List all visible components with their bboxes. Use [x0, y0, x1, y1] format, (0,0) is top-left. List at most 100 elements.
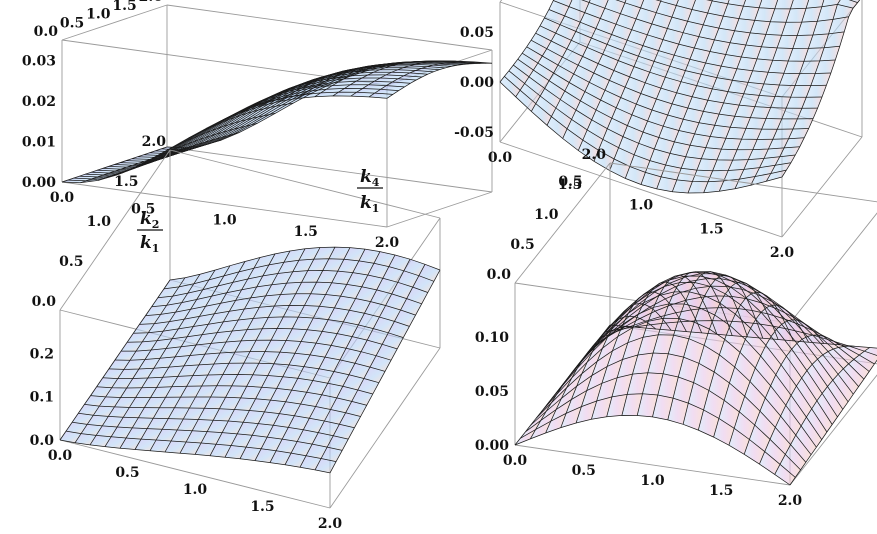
surface-patch: [126, 427, 148, 440]
surface-patch: [148, 321, 170, 333]
surface-patch: [614, 147, 635, 167]
surface-patch: [660, 77, 681, 93]
surface-patch: [321, 447, 343, 462]
surface-patch: [111, 378, 133, 388]
surface-patch: [649, 149, 670, 165]
surface-patch: [535, 25, 556, 41]
surface-patch: [678, 304, 700, 323]
mesh-line: [535, 32, 818, 109]
surface-patch: [144, 397, 166, 408]
surface-patch: [331, 333, 353, 349]
surface-patch: [297, 429, 319, 445]
surface-patch: [374, 78, 399, 82]
surface-patch: [186, 375, 208, 387]
surface-patch: [515, 429, 536, 445]
surface-patch: [269, 103, 294, 115]
surface-patch: [673, 377, 694, 404]
surface-patch: [216, 121, 241, 134]
surface-patch: [376, 278, 398, 294]
y-tick-label: 1.0: [87, 214, 112, 230]
surface-patch: [768, 138, 789, 149]
x-tick-label: 1.0: [183, 482, 208, 498]
surface-patch: [637, 334, 659, 355]
surface-patch: [719, 339, 740, 367]
surface-patch: [658, 39, 679, 56]
surface-patch: [513, 59, 534, 77]
surface-patch: [678, 32, 699, 48]
surface-patch: [637, 393, 658, 417]
surface-patch: [262, 316, 284, 329]
y-tick-label: 0.5: [510, 237, 534, 253]
surface-patch: [270, 388, 292, 402]
surface-patch: [656, 88, 677, 104]
surface-patch: [228, 351, 250, 364]
surface-patch: [537, 56, 558, 73]
surface-patch: [370, 289, 392, 306]
surface-patch: [833, 4, 854, 20]
surface-patch: [60, 431, 82, 443]
surface-patch: [754, 411, 776, 440]
surface-patch: [147, 418, 169, 430]
surface-patch: [698, 409, 719, 438]
mesh-line: [655, 0, 849, 23]
y-tick-label: 0.0: [32, 294, 57, 310]
surface-patch: [245, 114, 270, 127]
surface-patch: [786, 97, 807, 109]
surface-patch: [566, 40, 587, 57]
mesh-line: [145, 293, 416, 316]
surface-patch: [560, 91, 581, 110]
surface-patch: [270, 450, 292, 465]
surface-patch: [720, 293, 741, 315]
x-tick-label: 1.0: [629, 198, 654, 214]
surface-patch: [72, 413, 94, 425]
surface-patch: [796, 377, 817, 409]
surface-patch: [163, 319, 185, 332]
surface-patch: [728, 159, 749, 171]
surface-patch: [663, 28, 684, 45]
panel-bottom-left: 0.0 0.5 1.0 1.5 2.0 0.0 0.5 1.0 1.5 2.0 0.0 0.1 0.2: [30, 134, 441, 532]
surface-patch: [681, 156, 702, 171]
surface-patch: [504, 70, 525, 91]
surface-patch: [683, 338, 705, 364]
surface-patch: [580, 91, 601, 110]
surface-patch: [689, 282, 710, 296]
surface-patch: [569, 0, 590, 13]
surface-patch: [114, 397, 136, 408]
x-tick-label: 1.5: [709, 483, 733, 499]
surface-patch: [643, 121, 664, 138]
surface-patch: [627, 321, 649, 343]
surface-patch: [336, 386, 358, 402]
surface-patch: [325, 345, 347, 360]
mesh-line: [102, 374, 373, 395]
surface-patch: [545, 413, 567, 433]
surface-patch: [667, 17, 688, 33]
surface-patch: [694, 122, 715, 137]
surface-patch: [661, 165, 682, 180]
x-axis-label: k2 k1: [137, 209, 163, 255]
surface-mesh: [59, 246, 441, 474]
surface-patch: [790, 0, 809, 9]
surface-patch: [333, 424, 355, 440]
surface-patch: [564, 82, 585, 101]
surface-patch: [379, 67, 404, 70]
surface-patch: [319, 294, 341, 308]
surface-patch: [350, 92, 375, 97]
surface-patch: [725, 127, 746, 140]
surface-patch: [551, 377, 572, 403]
mesh-line: [163, 258, 435, 290]
surface-patch: [750, 106, 771, 119]
surface-patch: [754, 7, 775, 22]
surface-patch: [349, 298, 371, 314]
surface-patch: [582, 129, 603, 151]
surface-patch: [781, 356, 802, 387]
surface-patch: [772, 129, 793, 140]
bounding-box-edge: [61, 4, 168, 41]
mesh-line: [548, 9, 831, 74]
surface-patch: [571, 110, 592, 130]
mesh-line: [90, 395, 361, 417]
surface-patch: [90, 435, 112, 447]
surface-patch: [177, 419, 199, 431]
surface-patch: [368, 81, 393, 86]
surface-patch: [795, 425, 817, 455]
surface-patch: [331, 271, 353, 285]
